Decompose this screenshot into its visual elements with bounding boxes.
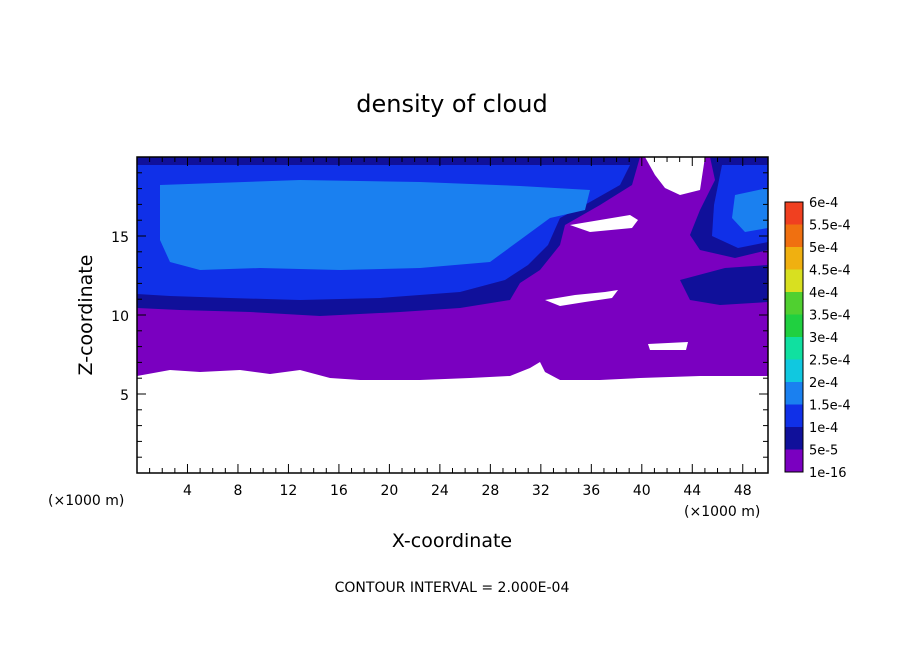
y-tick-label: 10 <box>111 309 129 325</box>
colorbar-swatch <box>785 314 803 337</box>
colorbar-label: 2e-4 <box>809 376 838 391</box>
colorbar-label: 4e-4 <box>809 286 838 301</box>
colorbar-frame <box>784 201 804 473</box>
x-tick-label: 16 <box>330 483 348 499</box>
y-axis-label: Z-coordinate <box>75 255 97 376</box>
colorbar-swatch <box>785 224 803 247</box>
colorbar-swatch <box>785 359 803 382</box>
colorbar-swatch <box>785 337 803 360</box>
x-tick-label: 28 <box>481 483 499 499</box>
colorbar-swatch <box>785 247 803 270</box>
x-tick-label: 24 <box>431 483 449 499</box>
colorbar-swatch <box>785 427 803 450</box>
colorbar-label: 2.5e-4 <box>809 354 851 369</box>
x-tick-label: 36 <box>582 483 600 499</box>
light-blue-core-right <box>732 188 768 232</box>
colorbar: 1e-16 5e-5 1e-4 1.5e-4 2e-4 2.5e-4 3e-4 3.5e-4 4… <box>784 196 851 481</box>
clear-patch <box>545 290 618 306</box>
colorbar-swatch <box>785 382 803 405</box>
x-tick-label: 8 <box>233 483 242 499</box>
y-tick-label: 15 <box>111 230 129 246</box>
x-axis: 4 8 12 16 20 24 28 32 36 40 44 48 <box>149 157 756 499</box>
contour-field <box>137 157 768 473</box>
colorbar-swatch <box>785 404 803 427</box>
colorbar-swatch <box>785 449 803 472</box>
x-tick-label: 44 <box>683 483 701 499</box>
dark-blue-layer-right-low <box>680 265 768 305</box>
colorbar-label: 5e-4 <box>809 241 838 256</box>
colorbar-label: 1e-16 <box>809 466 847 481</box>
colorbar-label: 5.5e-4 <box>809 219 851 234</box>
x-tick-label: 40 <box>633 483 651 499</box>
x-unit-left: (×1000 m) <box>48 493 124 509</box>
colorbar-label: 4.5e-4 <box>809 264 851 279</box>
colorbar-swatch <box>785 269 803 292</box>
clear-patch <box>648 342 688 350</box>
x-unit-right: (×1000 m) <box>684 504 760 520</box>
colorbar-label: 1.5e-4 <box>809 399 851 414</box>
x-axis-label: X-coordinate <box>392 530 512 552</box>
x-tick-label: 48 <box>734 483 752 499</box>
x-tick-label: 4 <box>183 483 192 499</box>
colorbar-swatch <box>785 292 803 315</box>
chart-title: density of cloud <box>356 90 547 118</box>
colorbar-swatch <box>785 202 803 225</box>
contour-interval-note: CONTOUR INTERVAL = 2.000E-04 <box>335 580 570 596</box>
colorbar-label: 3e-4 <box>809 331 838 346</box>
clear-patch <box>645 157 705 195</box>
x-tick-label: 12 <box>280 483 298 499</box>
colorbar-label: 1e-4 <box>809 421 838 436</box>
y-tick-label: 5 <box>120 388 129 404</box>
colorbar-label: 6e-4 <box>809 196 838 211</box>
light-blue-core <box>160 180 590 270</box>
clear-patch <box>570 215 638 232</box>
x-tick-label: 32 <box>532 483 550 499</box>
y-axis: 5 10 15 <box>111 172 768 458</box>
colorbar-label: 3.5e-4 <box>809 309 851 324</box>
x-tick-label: 20 <box>380 483 398 499</box>
colorbar-label: 5e-5 <box>809 444 838 459</box>
